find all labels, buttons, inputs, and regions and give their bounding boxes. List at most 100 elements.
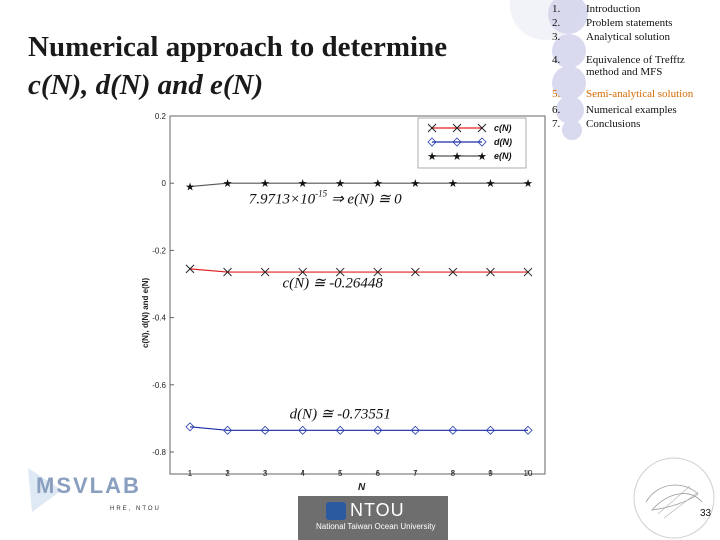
toc-label: Numerical examples: [586, 104, 677, 116]
x-tick-label: 1: [188, 469, 193, 478]
toc-number: 7.: [552, 118, 561, 130]
toc-label: Introduction: [586, 3, 641, 15]
msvlab-logo-text: MSVLAB: [36, 473, 141, 498]
point-marker-x: [185, 264, 195, 274]
toc-number: 1.: [552, 3, 561, 15]
plot-frame: [169, 115, 546, 475]
title-line-2: c(N), d(N) and e(N): [28, 69, 264, 101]
point-marker-star: ★: [448, 178, 458, 190]
toc-item[interactable]: 1. Introduction: [552, 3, 716, 15]
point-marker-x: [477, 123, 487, 133]
toc-number: 2.: [552, 17, 561, 29]
decor-circle: [562, 120, 582, 140]
point-marker-star: ★: [260, 178, 270, 190]
ntou-logo: NTOU National Taiwan Ocean University: [298, 496, 448, 540]
y-tick-label: 0: [162, 179, 167, 188]
point-marker-star: ★: [523, 178, 533, 190]
series-layer: ★ ★ ★ ★ ★ ★ ★ ★ ★ ★: [185, 178, 533, 435]
point-marker-x: [427, 123, 437, 133]
point-marker-diamond: [260, 425, 270, 435]
point-marker-star: ★: [427, 151, 437, 163]
toc-label: Semi-analytical solution: [586, 88, 694, 100]
point-marker-x: [373, 267, 383, 277]
decor-circle: [548, 0, 588, 34]
page-number: 33: [700, 508, 712, 519]
point-marker-diamond: [427, 137, 437, 147]
msvlab-logo: MSVLAB HRE, NTOU: [22, 460, 177, 516]
toc-label: Equivalence of Trefftz method and MFS: [586, 54, 685, 78]
decor-circle: [552, 66, 586, 100]
toc-item[interactable]: 6. Numerical examples: [552, 104, 716, 116]
y-tick-label: -0.4: [152, 314, 166, 323]
series-line: [189, 268, 528, 273]
x-tick-label: 3: [263, 469, 268, 478]
point-marker-diamond: [410, 425, 420, 435]
point-marker-diamond: [335, 425, 345, 435]
toc-label: Conclusions: [586, 118, 641, 130]
point-marker-diamond: [485, 425, 496, 435]
toc-label: Problem statements: [586, 17, 673, 29]
legend-label: d(N): [494, 137, 512, 147]
point-marker-star: ★: [410, 178, 420, 190]
legend: c(N) d(N) ★ ★ ★ e(N): [417, 117, 527, 169]
series-line: [189, 426, 528, 431]
point-marker-diamond: [185, 422, 195, 432]
point-marker-star: ★: [486, 178, 496, 190]
annotation: 7.9713×10-15 ⇒ e(N) ≅ 0: [249, 188, 402, 207]
slide-title: Numerical approach to determine c(N), d(…: [28, 28, 508, 104]
tick-layer: 0.2 0 -0.2 -0.4 -0.6 -0.8 1 2 3 4 5 6 7 8 9 10: [152, 112, 533, 478]
x-tick-label: 8: [451, 469, 456, 478]
x-tick-label: 4: [300, 469, 305, 478]
toc-number: 6.: [552, 104, 561, 116]
ntou-logo-text: NTOU: [350, 500, 405, 520]
point-marker-diamond: [448, 425, 458, 435]
toc-number: 5.: [552, 88, 561, 100]
point-marker-star: ★: [223, 178, 233, 190]
toc-label: Analytical solution: [586, 31, 671, 43]
title-line-1: Numerical approach to determine: [28, 31, 448, 63]
x-tick-label: 7: [413, 469, 418, 478]
point-marker-star: ★: [185, 182, 195, 194]
legend-box: [417, 117, 527, 169]
line-chart: 0.20-0.2-0.4-0.6-0.81 2 3 4 5 6 7 8 9 10 ★ ★ ★ ★ ★ ★ ★ ★…: [141, 112, 546, 493]
toc-item[interactable]: 7. Conclusions: [552, 118, 716, 130]
decor-circle: [552, 34, 586, 68]
point-marker-star: ★: [373, 178, 383, 190]
ntou-logo-subtext: National Taiwan Ocean University: [316, 522, 436, 531]
point-marker-x: [223, 267, 232, 277]
point-marker-x: [448, 267, 458, 277]
point-marker-star: ★: [298, 178, 308, 190]
legend-label: e(N): [494, 151, 512, 161]
point-marker-x: [410, 267, 420, 277]
x-tick-label: 5: [338, 469, 343, 478]
point-marker-x: [260, 267, 270, 277]
annotation: d(N) ≅ -0.73551: [290, 406, 391, 422]
point-marker-x: [486, 267, 495, 277]
y-axis-label: c(N), d(N) and e(N): [141, 277, 150, 348]
x-tick-label: 6: [376, 469, 381, 478]
annotation-layer: 7.9713×10-15 ⇒ e(N) ≅ 0 c(N) ≅ -0.26448 d(N…: [249, 188, 402, 422]
point-marker-diamond: [477, 137, 487, 147]
point-marker-star: ★: [452, 151, 462, 163]
ntou-emblem: [326, 502, 346, 520]
point-marker-diamond: [222, 425, 233, 435]
legend-label: c(N): [494, 123, 512, 133]
y-tick-label: -0.6: [152, 381, 166, 390]
y-tick-label: -0.2: [152, 246, 166, 255]
point-marker-diamond: [298, 425, 308, 435]
toc-item-active[interactable]: 5. Semi-analytical solution: [552, 88, 716, 100]
decor-circle: [556, 96, 584, 124]
point-marker-x: [452, 123, 462, 133]
msvlab-logo-subtext: HRE, NTOU: [110, 506, 161, 512]
x-tick-label: 2: [225, 469, 230, 478]
decorative-sketch: [633, 457, 715, 539]
toc-item[interactable]: 3. Analytical solution: [552, 31, 716, 43]
y-tick-label: -0.8: [152, 448, 166, 457]
point-marker-diamond: [523, 425, 533, 435]
toc-item[interactable]: 4. Equivalence of Trefftz method and MFS: [552, 54, 716, 78]
toc-item[interactable]: 2. Problem statements: [552, 17, 716, 29]
toc-number: 3.: [552, 31, 561, 43]
annotation: c(N) ≅ -0.26448: [282, 275, 383, 291]
x-tick-label: 10: [524, 469, 533, 478]
point-marker-star: ★: [335, 178, 345, 190]
